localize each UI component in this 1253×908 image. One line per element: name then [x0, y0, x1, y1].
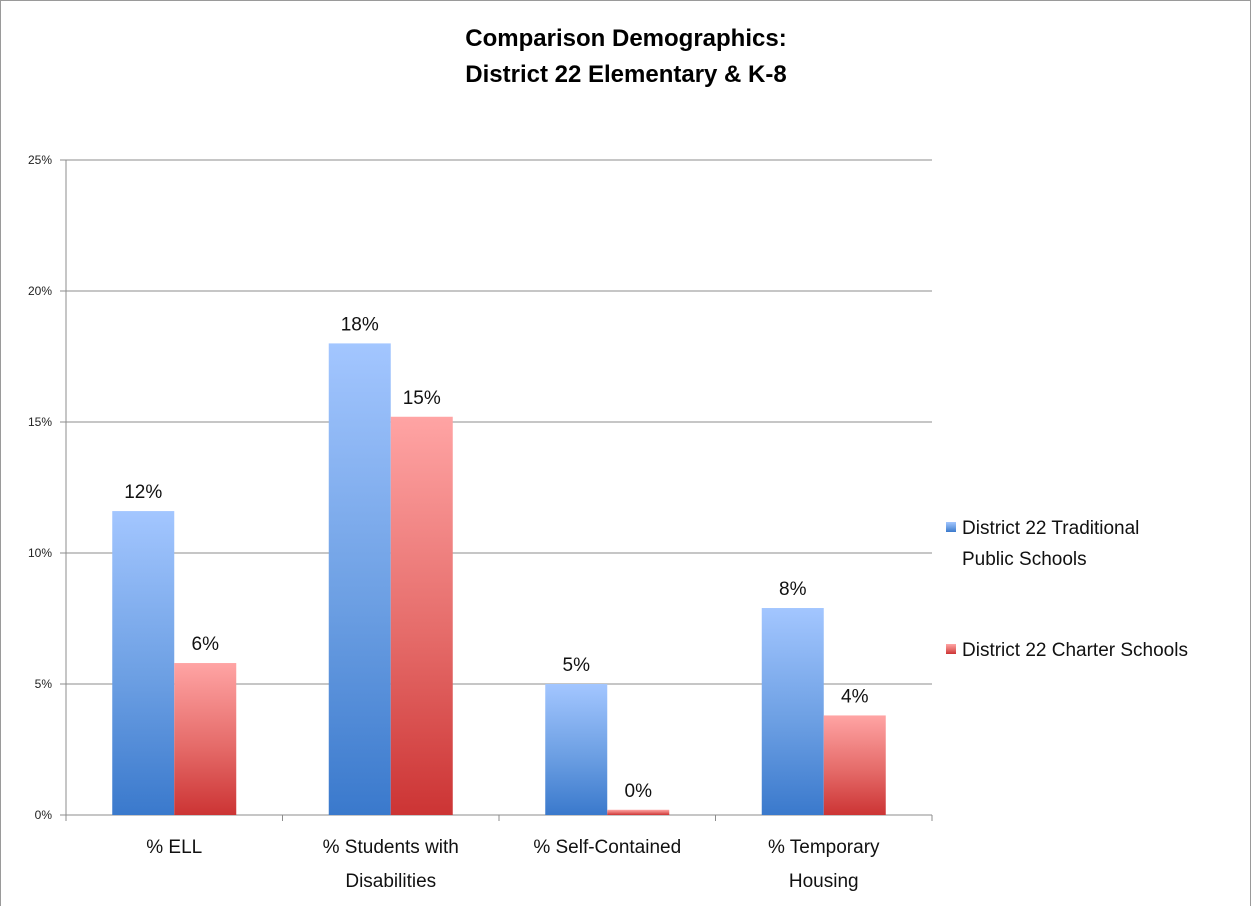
legend-swatch [946, 644, 956, 654]
y-tick-label: 15% [28, 415, 52, 429]
chart-title: Comparison Demographics: District 22 Elem… [465, 25, 786, 88]
category-label: Disabilities [345, 871, 436, 892]
legend-swatch [946, 522, 956, 532]
legend-label: Public Schools [962, 549, 1087, 570]
bar-traditional [761, 608, 824, 815]
category-labels: % ELL % Students with Disabilities % Self-C… [146, 837, 880, 892]
bar-traditional [545, 684, 608, 815]
legend: District 22 Traditional Public Schools Dis… [946, 518, 1188, 661]
data-label: 12% [124, 482, 162, 503]
category-label: % Students with [323, 837, 459, 858]
y-tick-label: 10% [28, 546, 52, 560]
data-label: 18% [341, 314, 379, 335]
y-tick-label: 0% [35, 808, 53, 822]
y-tick-label: 20% [28, 284, 52, 298]
bar-charter [607, 809, 670, 815]
category-label: % Self-Contained [533, 837, 681, 858]
bar-charter [823, 715, 886, 815]
data-label: 0% [625, 781, 653, 802]
data-label: 5% [563, 655, 591, 676]
legend-label: District 22 Charter Schools [962, 640, 1188, 661]
y-tick-label: 5% [35, 677, 53, 691]
bar-traditional [328, 343, 391, 815]
category-label: % ELL [146, 837, 202, 858]
bar-traditional [112, 511, 175, 815]
data-label: 15% [403, 388, 441, 409]
data-label: 6% [192, 634, 220, 655]
y-tick-label: 25% [28, 153, 52, 167]
category-label: Housing [789, 871, 859, 892]
bar-charter [174, 663, 237, 815]
data-labels: 12% 6% 18% 15% 5% 0% 8% 4% [124, 314, 868, 801]
bars [112, 343, 886, 815]
gridlines [66, 159, 932, 685]
category-label: % Temporary [768, 837, 880, 858]
data-label: 4% [841, 686, 869, 707]
bar-charter [390, 416, 453, 815]
chart-title-line: Comparison Demographics: [465, 25, 786, 52]
chart-title-line: District 22 Elementary & K-8 [465, 61, 786, 88]
legend-label: District 22 Traditional [962, 518, 1139, 539]
data-label: 8% [779, 579, 807, 600]
